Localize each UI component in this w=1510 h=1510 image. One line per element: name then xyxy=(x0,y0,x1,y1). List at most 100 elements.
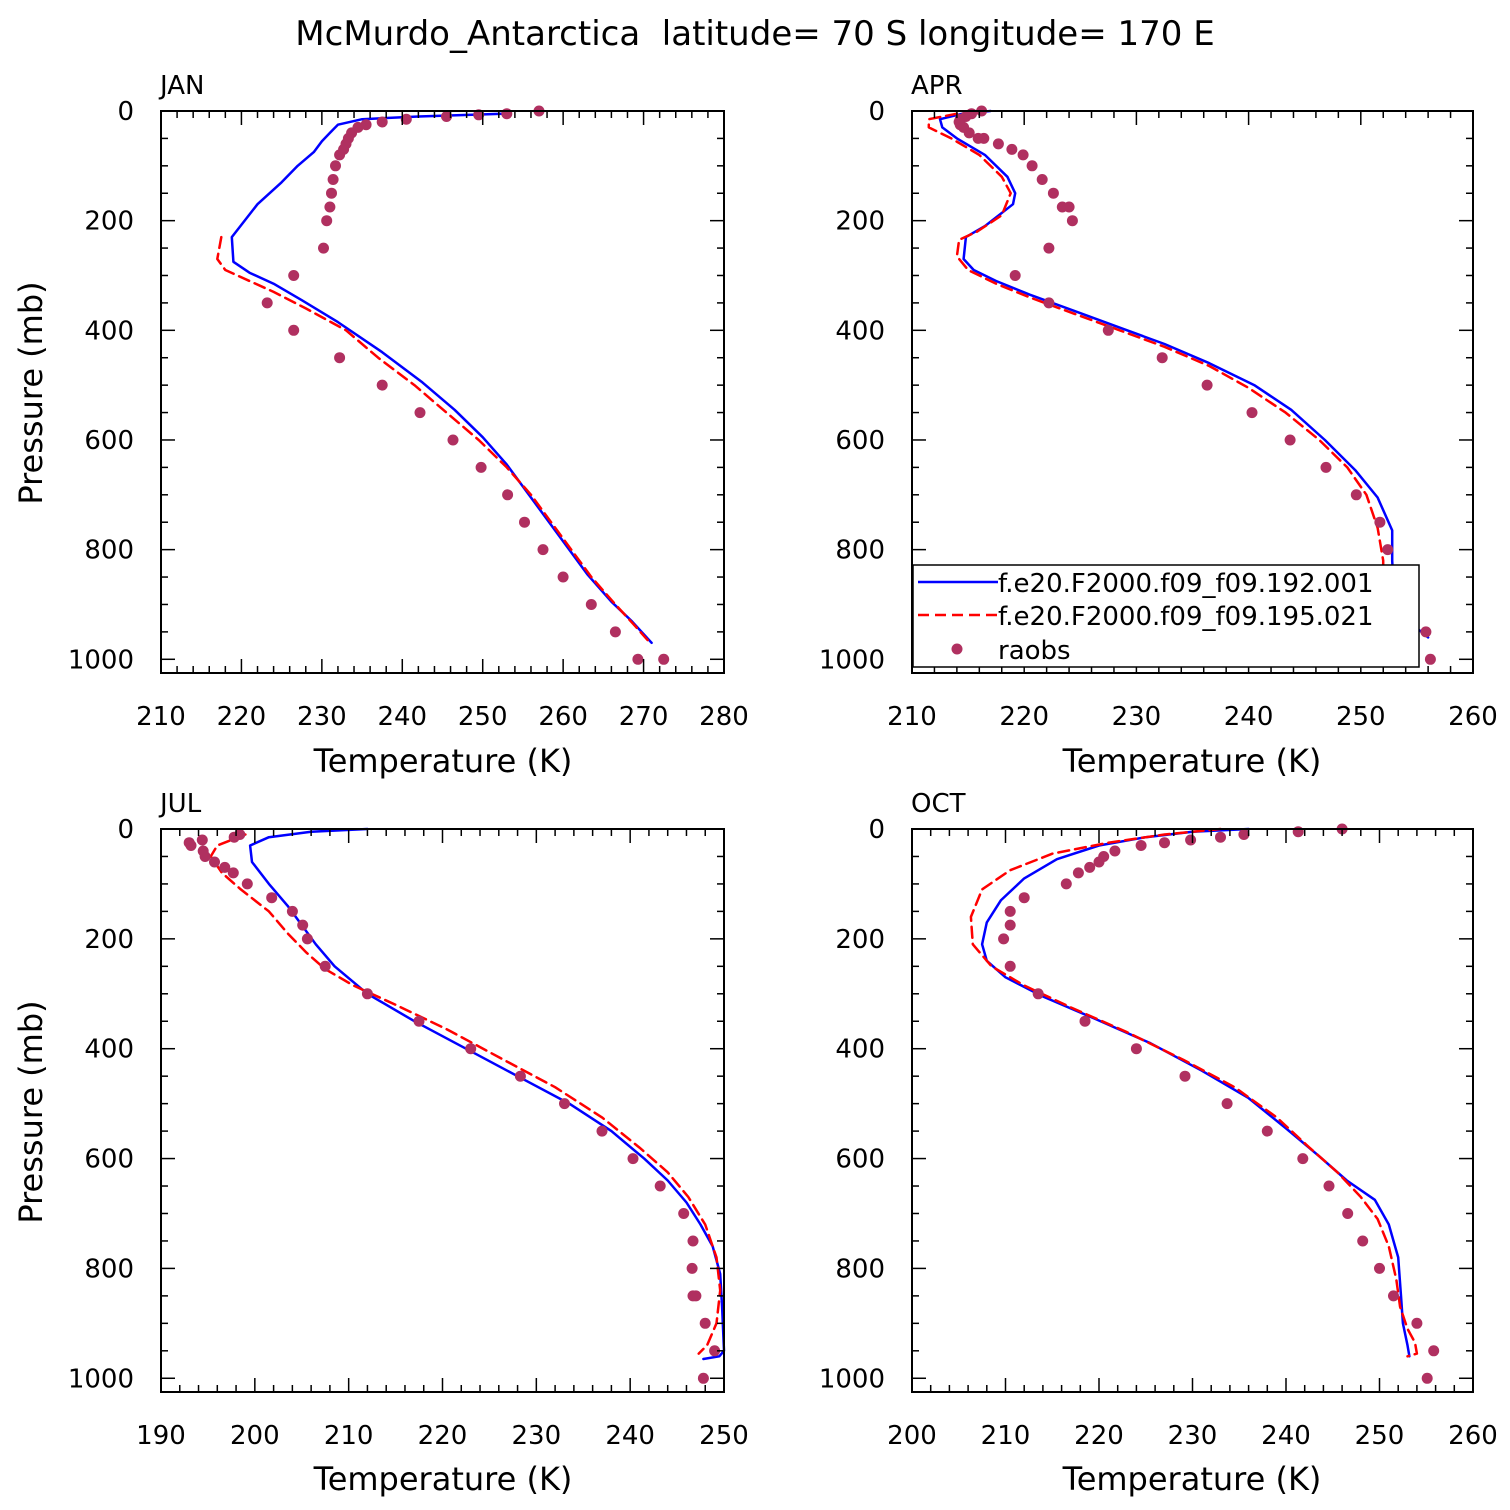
x-tick-label: 220 xyxy=(1074,1421,1124,1451)
axes-frame xyxy=(911,110,1474,674)
x-tick-label: 280 xyxy=(699,702,749,732)
x-tick-label: 250 xyxy=(458,702,508,732)
raobs-point xyxy=(326,187,337,199)
x-tick-label: 250 xyxy=(1355,1421,1405,1451)
x-tick-label: 250 xyxy=(699,1421,749,1451)
y-tick-label: 200 xyxy=(84,925,134,955)
raobs-point xyxy=(324,201,336,213)
y-tick-label: 600 xyxy=(835,1145,885,1175)
raobs-point xyxy=(1043,242,1055,254)
legend-swatch-series3 xyxy=(951,643,963,655)
y-tick-label: 400 xyxy=(84,316,134,346)
x-tick-label: 260 xyxy=(538,702,588,732)
x-axis-label: Temperature (K) xyxy=(1062,1460,1322,1498)
raobs-point xyxy=(1179,1070,1191,1082)
raobs-point xyxy=(1320,461,1332,473)
y-tick-label: 200 xyxy=(835,207,885,237)
raobs-point xyxy=(361,988,373,1000)
figure-title: McMurdo_Antarctica latitude= 70 S longit… xyxy=(295,14,1214,54)
raobs-point xyxy=(963,127,975,139)
raobs-point xyxy=(376,379,388,391)
raobs-point xyxy=(334,352,346,364)
raobs-point xyxy=(286,905,298,917)
x-tick-label: 210 xyxy=(324,1421,374,1451)
raobs-point xyxy=(557,571,569,583)
raobs-point xyxy=(1424,653,1436,665)
raobs-point xyxy=(559,1098,570,1110)
raobs-point xyxy=(199,851,211,862)
raobs-point xyxy=(1063,201,1075,213)
chart-plot-area: 210 220 230 240 250 260 270 280 0 200 400 600 800 100… xyxy=(68,97,749,732)
y-tick-label: 200 xyxy=(84,207,134,237)
y-tick-label: 800 xyxy=(84,1254,134,1284)
chart-panel-jul: 190 200 210 220 230 240 250 0 200 400 600 800 1000 J… xyxy=(12,789,749,1498)
x-tick-label: 220 xyxy=(217,702,267,732)
y-tick-label: 0 xyxy=(117,97,134,127)
raobs-point xyxy=(1421,1372,1433,1384)
raobs-point xyxy=(687,1235,699,1247)
x-tick-label: 260 xyxy=(1448,1421,1498,1451)
raobs-point xyxy=(697,1372,709,1384)
y-tick-label: 0 xyxy=(117,815,134,845)
raobs-point xyxy=(219,861,231,873)
x-tick-label: 240 xyxy=(1261,1421,1311,1451)
raobs-point xyxy=(1201,379,1213,391)
raobs-point xyxy=(537,544,549,556)
y-tick-label: 600 xyxy=(84,1145,134,1175)
raobs-point xyxy=(978,132,990,144)
x-tick-label: 230 xyxy=(1168,1421,1218,1451)
raobs-point xyxy=(1388,1290,1399,1302)
series-195-021-line xyxy=(209,833,722,1355)
raobs-point xyxy=(1420,626,1432,638)
panel-label: OCT xyxy=(911,789,966,819)
x-tick-label: 210 xyxy=(136,702,186,732)
series-192-001-line xyxy=(248,827,726,1361)
raobs-point xyxy=(1036,174,1048,185)
raobs-point xyxy=(441,111,452,122)
raobs-point xyxy=(288,324,300,336)
raobs-point xyxy=(1047,187,1059,199)
x-tick-label: 200 xyxy=(887,1421,937,1451)
raobs-point xyxy=(690,1290,702,1302)
y-tick-label: 0 xyxy=(868,815,885,845)
panel-label: APR xyxy=(911,71,963,101)
y-tick-label: 400 xyxy=(84,1035,134,1065)
raobs-point xyxy=(1004,960,1016,972)
raobs-point xyxy=(1130,1043,1142,1055)
series-195-021-line xyxy=(216,235,649,642)
raobs-point xyxy=(413,1015,425,1027)
raobs-point xyxy=(658,653,670,665)
raobs-point xyxy=(376,116,388,128)
raobs-point xyxy=(678,1208,690,1219)
raobs-point xyxy=(321,215,333,227)
raobs-point xyxy=(261,297,273,309)
raobs-point xyxy=(297,919,309,931)
raobs-point xyxy=(1093,856,1105,868)
raobs-point xyxy=(627,1153,639,1165)
raobs-point xyxy=(1342,1208,1354,1219)
raobs-point xyxy=(227,867,239,879)
y-axis-label: Pressure (mb) xyxy=(12,281,50,504)
raobs-point xyxy=(699,1317,711,1329)
raobs-point xyxy=(1018,892,1030,904)
axes-frame xyxy=(911,828,1474,1393)
raobs-point xyxy=(1060,878,1072,890)
raobs-point xyxy=(473,109,485,121)
raobs-point xyxy=(1043,297,1055,309)
raobs-point xyxy=(1350,489,1362,501)
x-axis-label: Temperature (K) xyxy=(1062,742,1322,780)
chart-legend: f.e20.F2000.f09_f09.192.001 f.e20.F2000.… xyxy=(912,564,1420,668)
legend-label-series3: raobs xyxy=(998,636,1071,666)
x-tick-label: 240 xyxy=(1224,702,1274,732)
series-192-001-line xyxy=(980,827,1411,1358)
raobs-point xyxy=(1026,160,1038,172)
raobs-point xyxy=(1072,867,1084,879)
axes-frame xyxy=(160,828,725,1393)
raobs-point xyxy=(1004,905,1016,917)
legend-label-series1: f.e20.F2000.f09_f09.192.001 xyxy=(998,569,1374,599)
panel-label: JAN xyxy=(158,71,204,101)
raobs-point xyxy=(1109,845,1121,857)
x-tick-label: 240 xyxy=(605,1421,655,1451)
raobs-point xyxy=(1246,407,1258,419)
raobs-point xyxy=(1032,988,1044,1000)
